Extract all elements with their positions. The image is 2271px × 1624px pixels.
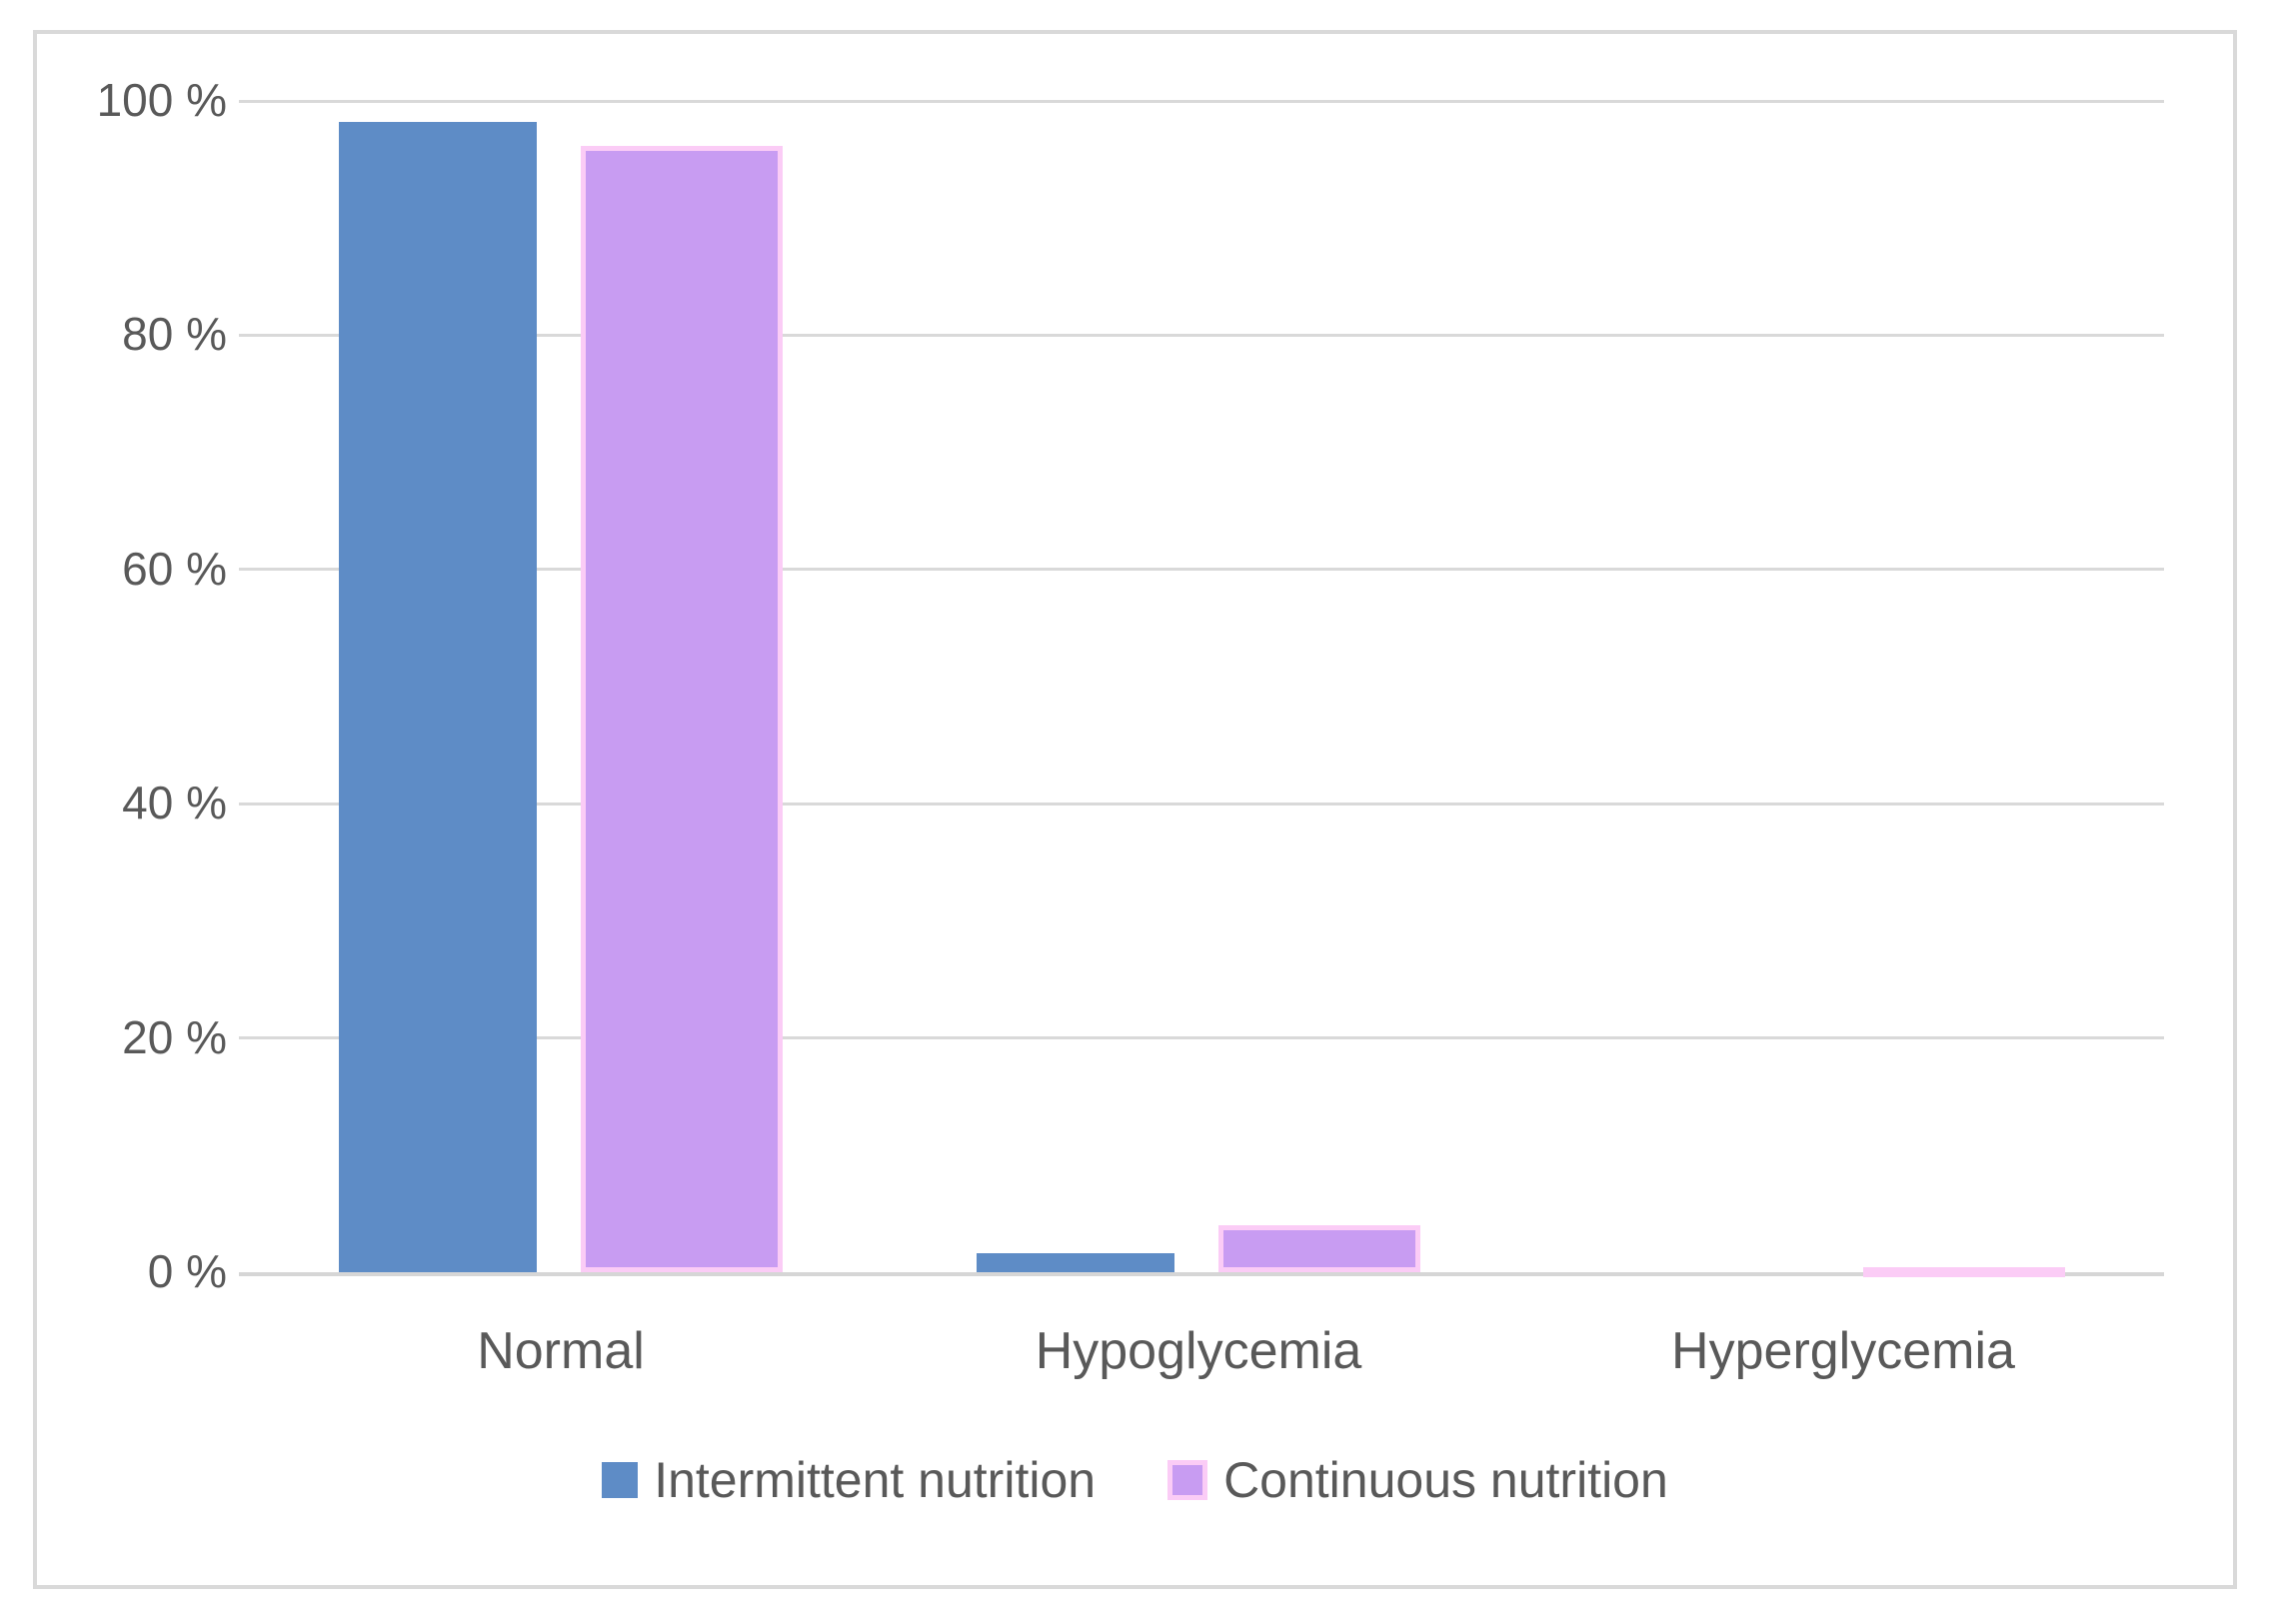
gridline-100 [239,99,2164,103]
y-tick-label: 20 % [122,1010,227,1063]
category-label: Normal [477,1322,645,1380]
chart-figure: 0 % 20 % 40 % 60 % 80 % 100 % Normal Hypoglycem… [33,30,2237,1589]
legend-item: Intermittent nutrition [602,1451,1096,1509]
gridline-40 [239,802,2164,806]
gridline-20 [239,1036,2164,1040]
legend: Intermittent nutrition Continuous nutriti… [37,1451,2233,1509]
bar-continuous-hypoglycemia [1218,1225,1420,1272]
bar-continuous-hyperglycemia [1863,1267,2065,1278]
y-tick-label: 40 % [122,777,227,829]
y-tick-label: 80 % [122,308,227,361]
y-tick-label: 60 % [122,542,227,595]
continuous-nutrition-swatch [1167,1460,1208,1500]
gridline-0 [239,1272,2164,1276]
legend-item: Continuous nutrition [1167,1451,1668,1509]
bar-intermittent-normal [339,122,537,1272]
bar-intermittent-hypoglycemia [977,1253,1174,1272]
category-label: Hypoglycemia [1035,1322,1362,1380]
gridline-80 [239,333,2164,337]
gridline-60 [239,568,2164,572]
y-tick-label: 100 % [96,73,227,126]
bar-continuous-normal [581,145,783,1272]
intermittent-nutrition-swatch [602,1462,639,1498]
legend-label: Continuous nutrition [1223,1452,1668,1508]
y-tick-label: 0 % [147,1244,227,1297]
category-label: Hyperglycemia [1671,1322,2015,1380]
legend-label: Intermittent nutrition [654,1452,1097,1508]
plot-area: 0 % 20 % 40 % 60 % 80 % 100 % Normal Hypoglycem… [37,34,2233,1585]
